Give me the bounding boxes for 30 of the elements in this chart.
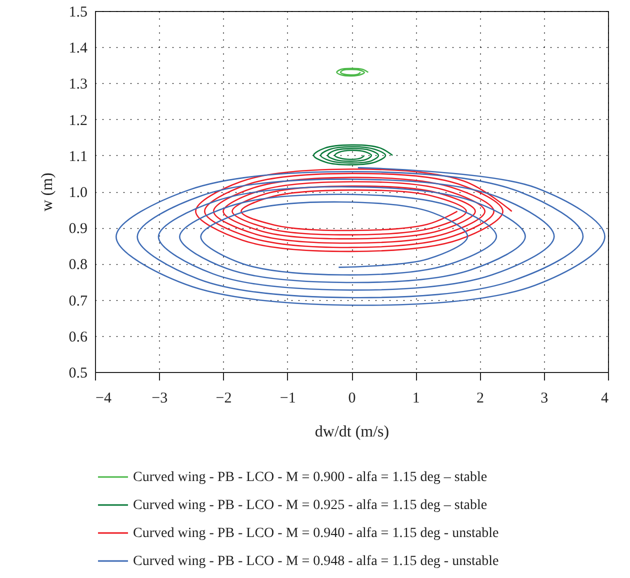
x-tick-label: 1 [412,390,420,406]
y-tick-label: 0.7 [68,293,88,310]
y-tick-label: 1.2 [68,112,88,129]
x-axis-title: dw/dt (m/s) [314,424,390,440]
x-tick-label: 0 [348,390,356,406]
y-tick-label: 0.8 [68,257,88,274]
y-tick-label: 1.3 [68,76,88,93]
line-series [195,168,512,252]
x-tick-label: −3 [152,390,168,406]
y-tick-label: 1.4 [68,40,88,57]
y-tick-label: 0.9 [68,221,88,238]
x-tick-label: 4 [601,390,609,406]
legend-label: Curved wing - PB - LCO - M = 0.940 - alfa = 1.15 deg - unstable [133,526,499,541]
x-tick-label: 3 [540,390,548,406]
legend-label: Curved wing - PB - LCO - M = 0.948 - alfa = 1.15 deg - unstable [133,554,499,569]
y-tick-label: 1.0 [68,185,88,201]
legend-label: Curved wing - PB - LCO - M = 0.900 - alfa = 1.15 deg – stable [133,470,488,485]
legend-label: Curved wing - PB - LCO - M = 0.925 - alfa = 1.15 deg – stable [133,498,488,513]
line-series [116,167,606,306]
x-tick-label: −2 [216,390,232,406]
line-series [336,68,369,77]
y-tick-label: 1.5 [68,4,88,20]
y-axis-title: w (m) [38,172,56,212]
y-tick-label: 0.5 [68,366,88,382]
y-tick-label: 1.1 [68,148,88,165]
x-tick-label: 2 [476,390,484,406]
y-tick-label: 0.6 [68,329,88,346]
line-series [313,144,394,166]
x-tick-label: −1 [280,390,296,406]
x-tick-label: −4 [96,390,112,406]
